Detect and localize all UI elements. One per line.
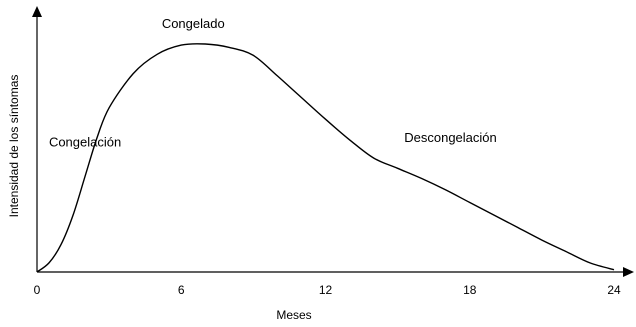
phase-annotation: Congelación — [49, 135, 121, 150]
x-tick-label: 6 — [178, 283, 185, 297]
x-tick-label: 18 — [463, 283, 477, 297]
x-tick-label: 12 — [319, 283, 333, 297]
y-axis-title: Intensidad de los síntomas — [7, 75, 21, 218]
y-axis — [32, 6, 42, 272]
phase-annotations: Congelación Congelado Descongelación — [49, 16, 497, 150]
phase-annotation: Congelado — [162, 16, 225, 31]
y-axis-arrowhead — [32, 6, 42, 17]
x-tick-label: 0 — [34, 283, 41, 297]
x-tick-labels: 0 6 12 18 24 — [34, 283, 621, 297]
phase-annotation: Descongelación — [404, 130, 497, 145]
x-axis-title: Meses — [276, 308, 311, 322]
symptom-intensity-line — [36, 43, 615, 273]
x-tick-label: 24 — [607, 283, 621, 297]
x-axis — [37, 267, 634, 277]
x-axis-arrowhead — [623, 267, 634, 277]
